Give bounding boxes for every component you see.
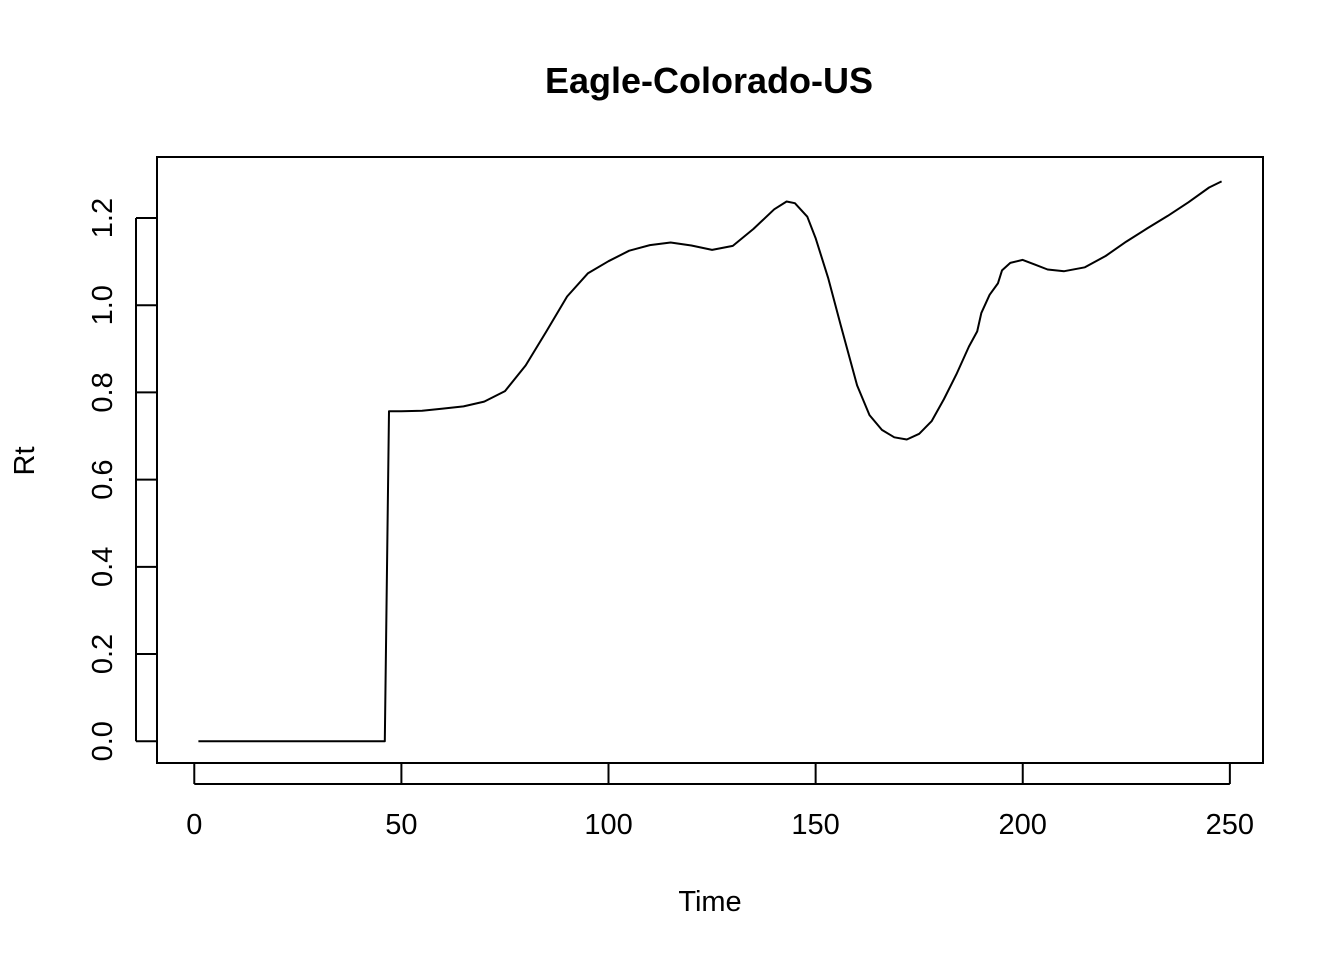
x-tick-label: 50 bbox=[385, 809, 417, 841]
x-tick-label: 0 bbox=[186, 809, 202, 841]
series-group bbox=[198, 180, 1223, 743]
x-tick-label: 150 bbox=[791, 809, 839, 841]
y-tick-label: 0.8 bbox=[87, 372, 119, 412]
y-tick-label: 1.2 bbox=[87, 198, 119, 238]
x-axis-label: Time bbox=[678, 886, 741, 918]
x-tick-label: 250 bbox=[1206, 809, 1254, 841]
chart-title: Eagle-Colorado-US bbox=[545, 60, 873, 101]
y-tick-label: 0.2 bbox=[87, 634, 119, 674]
x-tick-label: 100 bbox=[584, 809, 632, 841]
y-tick-label: 0.0 bbox=[87, 721, 119, 761]
series-line bbox=[198, 180, 1223, 743]
y-tick-label: 0.6 bbox=[87, 459, 119, 499]
y-tick-label: 1.0 bbox=[87, 285, 119, 325]
y-axis: 0.0 0.2 0.4 0.6 0.8 1.0 1.2 bbox=[87, 198, 156, 761]
y-axis-label: Rt bbox=[9, 447, 41, 476]
x-tick-label: 200 bbox=[999, 809, 1047, 841]
y-tick-label: 0.4 bbox=[87, 547, 119, 587]
x-axis: 0 50 100 150 200 250 bbox=[186, 764, 1254, 841]
plot-frame bbox=[156, 156, 1264, 764]
